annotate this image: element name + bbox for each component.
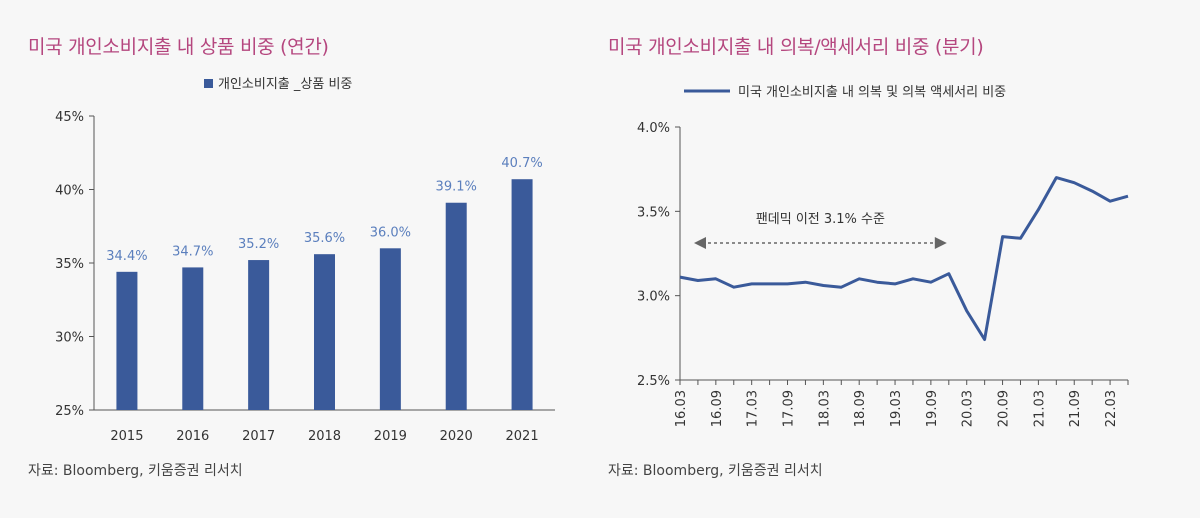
x-tick-label: 21.09: [1068, 390, 1083, 427]
bar: [248, 260, 270, 410]
x-tick-label: 18.09: [853, 390, 868, 427]
line-chart-title: 미국 개인소비지출 내 의복/액세서리 비중 (분기): [608, 36, 984, 58]
bar: [182, 267, 204, 410]
bar: [116, 271, 138, 410]
bar-chart-panel: 미국 개인소비지출 내 상품 비중 (연간) 개인소비지출 _상품 비중 25% 3…: [0, 0, 590, 518]
bar-chart-svg: 개인소비지출 _상품 비중 25% 30% 35% 40% 45% 34.4% 2015 34.…: [55, 77, 555, 444]
bar: [379, 248, 401, 410]
bar-chart-source: 자료: Bloomberg, 키움증권 리서치: [28, 463, 243, 479]
y-tick-label: 45%: [55, 110, 84, 125]
x-tick-label: 16.09: [710, 390, 725, 427]
y-tick-label: 40%: [55, 184, 84, 199]
y-tick-label: 30%: [55, 331, 84, 346]
y-tick-label: 3.5%: [637, 205, 670, 220]
y-tick-label: 25%: [55, 404, 84, 419]
x-tick-label: 2018: [308, 429, 341, 444]
bar: [445, 202, 467, 410]
x-tick-label: 16.03: [674, 390, 689, 427]
x-tick-label: 2021: [506, 429, 539, 444]
x-tick-label: 17.09: [782, 390, 797, 427]
bar-value-label: 34.4%: [106, 249, 147, 264]
series-line: [679, 176, 1129, 341]
x-tick-label: 2017: [242, 429, 275, 444]
bar: [511, 179, 533, 410]
y-tick-label: 2.5%: [637, 374, 670, 389]
line-chart-source: 자료: Bloomberg, 키움증권 리서치: [608, 463, 823, 479]
line-chart-panel: 미국 개인소비지출 내 의복/액세서리 비중 (분기) 미국 개인소비지출 내 …: [590, 0, 1200, 518]
y-tick-label: 3.0%: [637, 290, 670, 305]
x-tick-label: 18.03: [817, 390, 832, 427]
annotation-arrow-left-head: [694, 237, 706, 249]
bar-value-label: 35.2%: [238, 237, 279, 252]
legend-label: 개인소비지출 _상품 비중: [218, 77, 352, 92]
x-tick-label: 20.09: [997, 390, 1012, 427]
annotation-label: 팬데믹 이전 3.1% 수준: [756, 212, 885, 227]
annotation-arrow-right-head: [934, 237, 947, 249]
bar-value-label: 36.0%: [370, 225, 411, 240]
x-tick-label: 19.09: [925, 390, 940, 427]
x-tick-label: 22.03: [1104, 390, 1119, 427]
x-tick-label: 17.03: [746, 390, 761, 427]
bar-value-label: 40.7%: [501, 156, 542, 171]
bar-value-label: 39.1%: [436, 180, 477, 195]
x-tick-label: 21.03: [1032, 390, 1047, 427]
x-tick-label: 2019: [374, 429, 407, 444]
x-tick-label: 20.03: [961, 390, 976, 427]
line-chart-svg: 미국 개인소비지출 내 의복 및 의복 액세서리 비중 2.5% 3.0% 3.5% 4…: [637, 85, 1129, 427]
y-tick-label: 35%: [55, 257, 84, 272]
bar-value-label: 34.7%: [172, 244, 213, 259]
x-tick-label: 2020: [440, 429, 473, 444]
bar-chart-title: 미국 개인소비지출 내 상품 비중 (연간): [28, 36, 329, 58]
x-tick-label: 2016: [176, 429, 209, 444]
x-tick-label: 19.03: [889, 390, 904, 427]
y-tick-label: 4.0%: [637, 121, 670, 136]
bar: [314, 254, 335, 410]
legend-label: 미국 개인소비지출 내 의복 및 의복 액세서리 비중: [738, 85, 1006, 100]
legend-swatch: [204, 79, 213, 88]
bar-value-label: 35.6%: [304, 231, 345, 246]
x-tick-label: 2015: [110, 429, 143, 444]
